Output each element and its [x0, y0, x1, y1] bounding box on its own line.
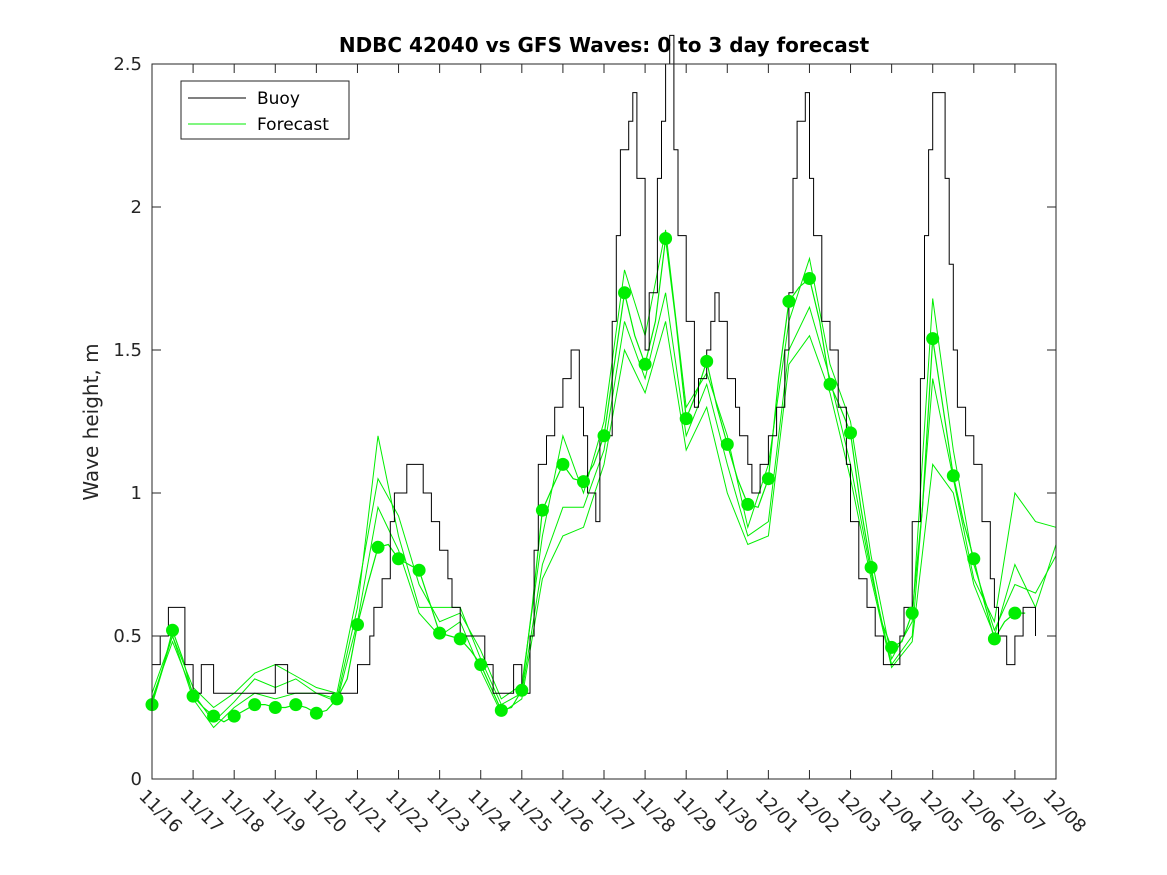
forecast-point: [556, 457, 570, 471]
forecast-point: [535, 503, 549, 517]
forecast-point: [166, 623, 179, 637]
forecast-point: [351, 618, 364, 632]
forecast-point: [268, 701, 282, 714]
forecast-point: [515, 683, 529, 697]
forecast-point: [782, 294, 796, 308]
y-tick-label: 0: [131, 769, 142, 790]
forecast-point: [823, 377, 837, 391]
forecast-point: [577, 475, 590, 489]
y-axis-label: Wave height, m: [79, 343, 103, 500]
forecast-point: [186, 689, 200, 703]
forecast-point: [844, 426, 857, 440]
forecast-point: [803, 272, 816, 285]
forecast-point: [926, 332, 940, 346]
legend-forecast-label: Forecast: [257, 115, 329, 135]
forecast-point: [967, 552, 981, 566]
forecast-point: [679, 412, 693, 426]
forecast-point: [207, 709, 221, 723]
forecast-point: [638, 357, 652, 371]
forecast-point: [309, 706, 323, 720]
forecast-point: [741, 497, 755, 511]
y-tick-label: 1.5: [113, 340, 142, 361]
chart-title: NDBC 42040 vs GFS Waves: 0 to 3 day fore…: [339, 33, 870, 57]
y-tick-label: 0.5: [113, 626, 142, 647]
forecast-point: [700, 354, 714, 368]
forecast-point: [761, 472, 775, 486]
y-tick-label: 2.5: [113, 54, 142, 75]
forecast-point: [392, 552, 405, 566]
legend-buoy-label: Buoy: [257, 89, 300, 109]
forecast-point: [289, 698, 303, 712]
forecast-point: [1008, 606, 1022, 620]
forecast-point: [905, 606, 919, 620]
forecast-point: [659, 232, 673, 245]
forecast-member-line: [151, 292, 1057, 723]
legend: Buoy Forecast: [180, 80, 350, 140]
forecast-point: [946, 469, 960, 483]
forecast-point: [885, 640, 899, 654]
forecast-point: [227, 709, 241, 723]
forecast-point: [248, 698, 262, 712]
y-tick-label: 1: [131, 483, 142, 504]
forecast-point: [494, 703, 508, 717]
forecast-point: [474, 658, 488, 672]
forecast-point: [453, 632, 467, 646]
forecast-point: [330, 692, 344, 706]
forecast-member-line: [151, 229, 1057, 709]
forecast-point: [412, 563, 426, 577]
forecast-point: [864, 560, 878, 574]
forecast-point: [371, 540, 385, 554]
forecast-point: [433, 626, 447, 640]
forecast-point: [618, 286, 631, 300]
forecast-point: [597, 429, 611, 443]
y-tick-label: 2: [131, 197, 142, 218]
forecast-point: [987, 632, 1001, 646]
legend-box: [180, 80, 350, 140]
forecast-point: [720, 437, 734, 451]
